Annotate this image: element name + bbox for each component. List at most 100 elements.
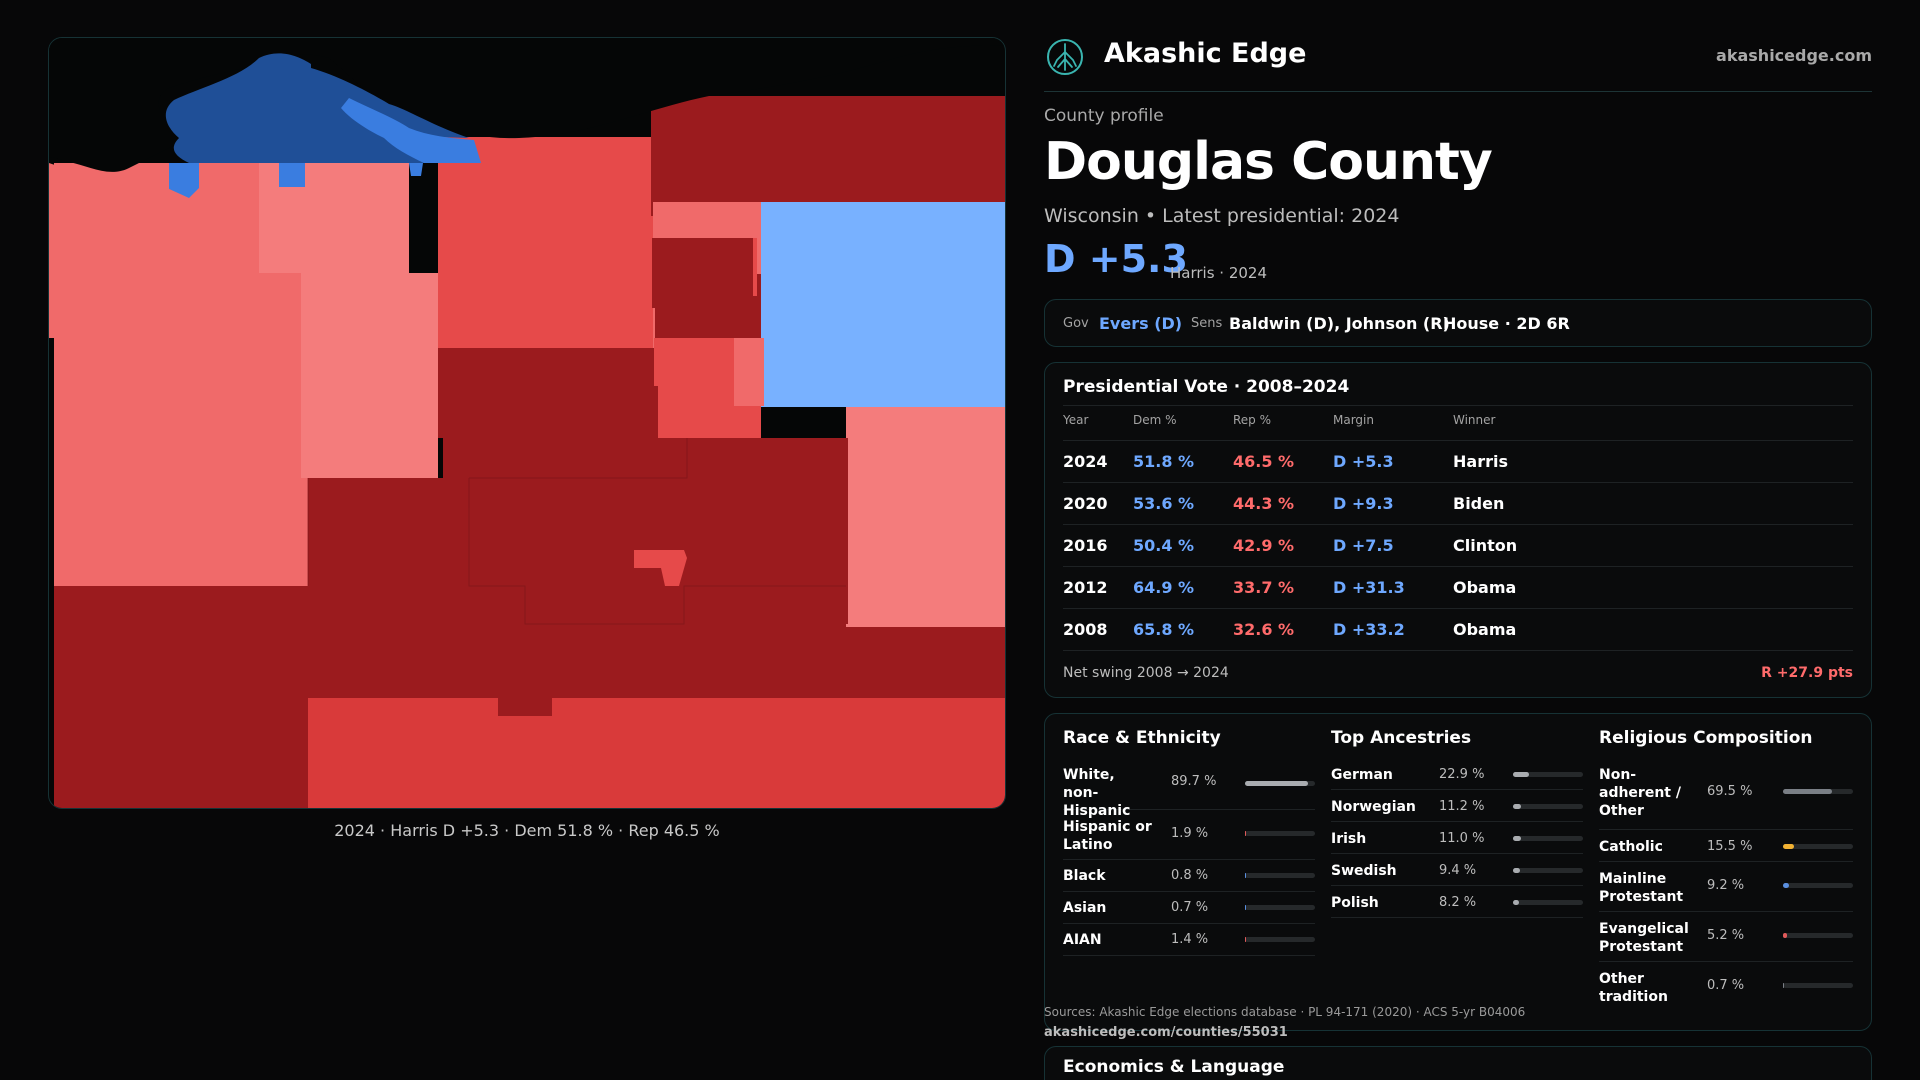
item-label: Polish	[1331, 895, 1379, 911]
headline-margin-note: Harris · 2024	[1170, 264, 1268, 282]
map-district[interactable]	[474, 238, 634, 338]
county-profile: Akashic Edge akashicedge.com County prof…	[1044, 0, 1872, 1080]
map-district[interactable]	[636, 238, 652, 338]
row-margin: D +31.3	[1333, 578, 1405, 597]
map-district[interactable]	[761, 202, 1006, 407]
col-head-winner: Winner	[1453, 413, 1496, 427]
list-item: Mainline Protestant 9.2 %	[1599, 862, 1853, 912]
item-label: Catholic	[1599, 839, 1663, 855]
item-bar-fill	[1245, 781, 1308, 786]
gov-label: Gov	[1063, 316, 1089, 331]
map-district[interactable]	[634, 550, 687, 586]
demographics-panel: Race & Ethnicity White, non-Hispanic 89.…	[1044, 713, 1872, 1031]
item-bar	[1783, 789, 1853, 794]
map-district[interactable]	[734, 338, 764, 406]
col-head-year: Year	[1063, 413, 1089, 427]
map-district[interactable]	[49, 163, 169, 338]
row-winner: Obama	[1453, 620, 1517, 639]
item-bar-fill	[1783, 883, 1790, 888]
map-district[interactable]	[409, 163, 423, 176]
map-district[interactable]	[438, 137, 683, 217]
item-pct: 15.5 %	[1707, 839, 1753, 854]
item-bar	[1245, 831, 1315, 836]
map-district[interactable]	[651, 238, 753, 308]
map-district[interactable]	[438, 348, 658, 438]
map-district[interactable]	[54, 328, 308, 586]
row-dem: 51.8 %	[1133, 452, 1195, 471]
ancestry-title: Top Ancestries	[1331, 728, 1472, 748]
row-winner: Clinton	[1453, 536, 1518, 555]
row-year: 2012	[1063, 578, 1108, 597]
map-district[interactable]	[167, 163, 199, 198]
headline-margin: D +5.3	[1044, 237, 1188, 281]
economics-title: Economics & Language	[1063, 1057, 1285, 1077]
row-rep: 32.6 %	[1233, 620, 1295, 639]
row-rep: 33.7 %	[1233, 578, 1295, 597]
item-bar-fill	[1245, 873, 1247, 878]
map-district[interactable]	[498, 698, 552, 716]
presidential-title: Presidential Vote · 2008–2024	[1063, 377, 1350, 397]
map-district[interactable]	[54, 586, 308, 809]
list-item: Non-adherent / Other 69.5 %	[1599, 758, 1853, 830]
col-head-rep: Rep %	[1233, 413, 1272, 427]
row-dem: 65.8 %	[1133, 620, 1195, 639]
item-pct: 9.2 %	[1707, 878, 1745, 893]
table-row[interactable]: 2012 64.9 % 33.7 % D +31.3 Obama	[1063, 567, 1853, 609]
item-bar	[1245, 905, 1315, 910]
county-map[interactable]	[48, 37, 1006, 809]
item-bar-fill	[1513, 868, 1520, 873]
ancestry-column: Top Ancestries German 22.9 % Norwegian 1…	[1331, 714, 1583, 1030]
map-district[interactable]	[165, 53, 311, 164]
race-title: Race & Ethnicity	[1063, 728, 1221, 748]
item-bar-fill	[1783, 983, 1785, 988]
net-swing-label: Net swing 2008 → 2024	[1063, 665, 1229, 681]
list-item: Catholic 15.5 %	[1599, 830, 1853, 862]
sens-label: Sens	[1191, 316, 1223, 331]
list-item: Polish 8.2 %	[1331, 886, 1583, 918]
map-district[interactable]	[279, 163, 305, 187]
item-bar	[1783, 933, 1853, 938]
row-year: 2008	[1063, 620, 1108, 639]
item-pct: 8.2 %	[1439, 895, 1477, 910]
item-pct: 0.7 %	[1707, 978, 1745, 993]
net-swing-value: R +27.9 pts	[1761, 665, 1853, 681]
item-bar-fill	[1245, 831, 1247, 836]
list-item: Norwegian 11.2 %	[1331, 790, 1583, 822]
row-winner: Obama	[1453, 578, 1517, 597]
race-column: Race & Ethnicity White, non-Hispanic 89.…	[1063, 714, 1315, 1030]
item-label: Other tradition	[1599, 971, 1668, 1005]
table-row[interactable]: 2024 51.8 % 46.5 % D +5.3 Harris	[1063, 441, 1853, 483]
map-district[interactable]	[301, 273, 438, 478]
map-district[interactable]	[308, 698, 1006, 809]
brand-header: Akashic Edge akashicedge.com	[1044, 36, 1872, 92]
brand-url[interactable]: akashicedge.com	[1716, 46, 1872, 65]
item-label: Asian	[1063, 900, 1107, 916]
map-district[interactable]	[189, 163, 259, 203]
source-link[interactable]: akashicedge.com/counties/55031	[1044, 1025, 1288, 1040]
item-pct: 1.9 %	[1171, 826, 1209, 841]
lake-superior	[49, 38, 1005, 172]
list-item: White, non-Hispanic 89.7 %	[1063, 758, 1315, 819]
map-district[interactable]	[341, 98, 481, 163]
item-label: Non-adherent / Other	[1599, 767, 1681, 819]
map-district[interactable]	[443, 438, 848, 624]
row-winner: Harris	[1453, 452, 1508, 471]
map-district[interactable]	[651, 96, 1006, 202]
row-rep: 42.9 %	[1233, 536, 1295, 555]
table-row[interactable]: 2020 53.6 % 44.3 % D +9.3 Biden	[1063, 483, 1853, 525]
brand-name[interactable]: Akashic Edge	[1104, 38, 1307, 69]
county-map-svg	[49, 38, 1006, 809]
map-district[interactable]	[654, 338, 734, 386]
row-year: 2024	[1063, 452, 1108, 471]
divider	[1063, 440, 1853, 441]
item-bar	[1513, 900, 1583, 905]
list-item: Evangelical Protestant 5.2 %	[1599, 912, 1853, 962]
item-label: AIAN	[1063, 932, 1102, 948]
row-margin: D +33.2	[1333, 620, 1405, 639]
table-row[interactable]: 2016 50.4 % 42.9 % D +7.5 Clinton	[1063, 525, 1853, 567]
item-pct: 22.9 %	[1439, 767, 1485, 782]
map-district[interactable]	[846, 407, 1006, 627]
table-row[interactable]: 2008 65.8 % 32.6 % D +33.2 Obama	[1063, 609, 1853, 651]
item-label: White, non-Hispanic	[1063, 767, 1131, 819]
item-bar-fill	[1513, 900, 1519, 905]
